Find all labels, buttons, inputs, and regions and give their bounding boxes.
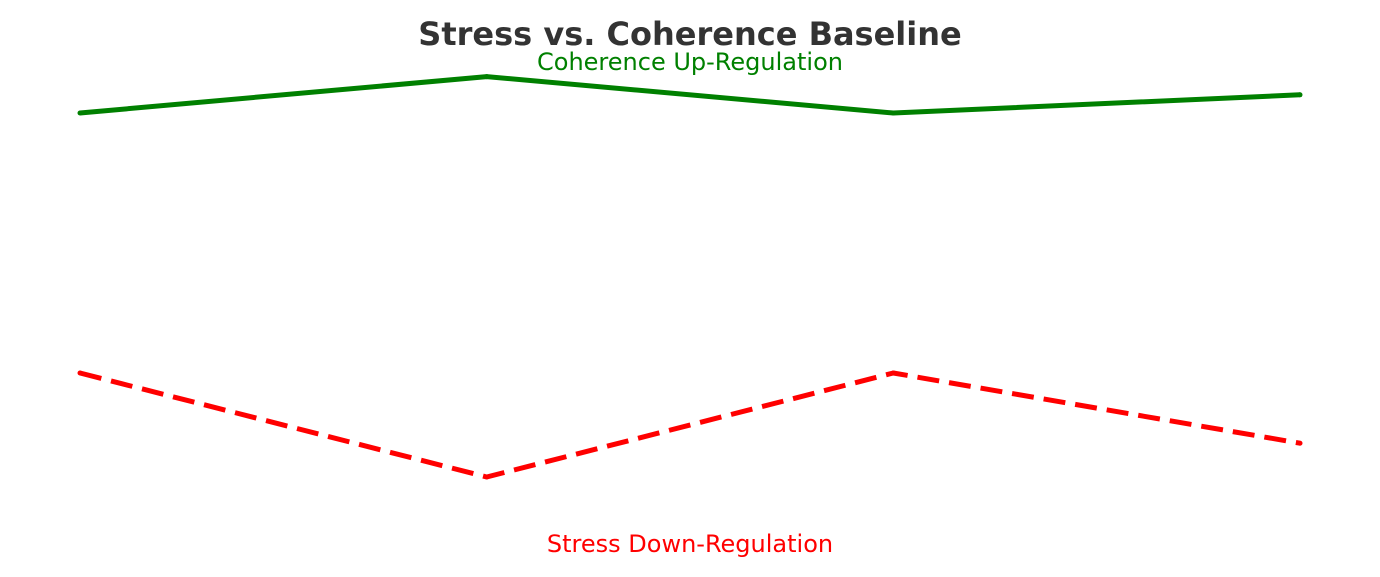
series-0-point-3 [1297, 92, 1303, 98]
series-0-point-0 [77, 110, 83, 116]
series-line-1 [79, 370, 1301, 480]
series-layer [77, 74, 1303, 480]
series-1-point-0 [77, 370, 83, 376]
series-1-point-3 [1297, 440, 1303, 446]
series-line-0 [79, 74, 1301, 116]
series-1-point-1 [484, 474, 490, 480]
series-label-stress: Stress Down-Regulation [547, 530, 833, 558]
series-label-coherence: Coherence Up-Regulation [537, 48, 843, 76]
series-1-point-2 [890, 370, 896, 376]
series-0-point-2 [890, 110, 896, 116]
chart-title: Stress vs. Coherence Baseline [418, 15, 961, 53]
series-0-point-1 [484, 74, 490, 80]
